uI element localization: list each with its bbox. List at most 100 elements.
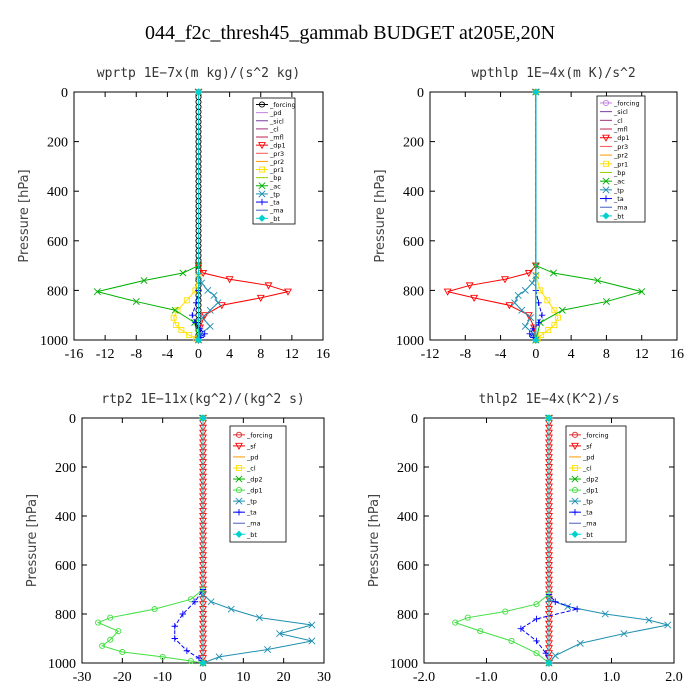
x-tick-label: -8	[130, 347, 142, 362]
legend-marker	[258, 182, 266, 190]
data-point-tp	[206, 306, 214, 314]
legend-label: _dp2	[582, 476, 599, 484]
data-point-tp	[521, 322, 529, 330]
y-tick-label: 600	[47, 235, 68, 250]
x-tick-label: 8	[257, 347, 264, 362]
y-tick-label: 0	[69, 412, 76, 427]
legend-marker	[236, 465, 242, 471]
data-point-ac	[140, 276, 148, 284]
data-point-dp1	[107, 614, 114, 621]
legend-label: _cl	[246, 464, 256, 472]
data-point-ta	[195, 654, 203, 662]
legend: _forcing_pd_sicl_cl_mfl_dp1_pr3_pr2_pr1_…	[252, 97, 296, 225]
legend-label: _pd	[582, 453, 595, 461]
data-point-bt	[545, 414, 553, 422]
legend-label: _ta	[269, 199, 280, 207]
y-tick-label: 400	[397, 510, 418, 525]
data-point-pr1	[178, 327, 185, 334]
data-point-bt	[532, 336, 540, 344]
data-point-tp	[518, 306, 526, 314]
data-point-dp1	[95, 619, 102, 626]
data-point-tp	[214, 299, 222, 307]
data-point-tp	[308, 621, 316, 629]
data-point-dp1	[199, 270, 208, 278]
data-point-pr1	[551, 322, 558, 329]
data-point-dp1	[99, 642, 106, 649]
x-tick-label: 16	[670, 347, 684, 362]
data-point-ta	[535, 319, 542, 326]
legend-label: _mfl	[613, 126, 628, 134]
x-tick-label: -1.0	[475, 670, 497, 685]
data-point-dp1	[115, 628, 122, 635]
legend-label: _tp	[613, 186, 624, 194]
data-point-ac	[93, 288, 101, 296]
data-point-tp	[206, 322, 214, 330]
series-group	[93, 88, 292, 345]
chart-title: wpthlp 1E−4x(m K)/s^2	[471, 66, 635, 81]
data-point-dp1	[187, 657, 194, 665]
legend-label: _bp	[269, 174, 282, 182]
data-point-tp	[511, 299, 519, 307]
x-tick-label: 2.0	[665, 670, 683, 685]
x-tick-label: 16	[316, 347, 330, 362]
legend-marker	[235, 475, 243, 483]
data-point-dp1	[501, 276, 509, 284]
data-point-ac	[558, 306, 566, 314]
data-point-tp	[620, 630, 628, 638]
data-point-tp	[514, 291, 522, 299]
plot-frame	[429, 91, 678, 341]
y-tick-label: 200	[403, 136, 424, 151]
data-point-ta	[183, 647, 191, 654]
legend: _forcing _sf _pd _cl _dp2 _dp1 _tp _ta _ma _bt	[229, 425, 287, 543]
data-point-dp1	[464, 614, 471, 621]
x-tick-label: 4	[226, 347, 233, 362]
data-point-tp	[276, 630, 284, 638]
data-point-tp	[664, 621, 672, 629]
y-tick-label: 800	[403, 284, 424, 299]
legend-label: _sicl	[613, 108, 628, 116]
y-axis-label: Pressure [hPa]	[367, 494, 382, 587]
legend-label: _pr2	[269, 158, 284, 166]
chart-panel-4: thlp2 1E−4x(K^2)/s Pressure [hPa] 0 200 400 6…	[367, 392, 683, 685]
legend-marker	[602, 212, 610, 220]
legend-marker	[571, 508, 579, 516]
legend-label: _forcing	[246, 431, 273, 439]
data-point-ta	[533, 615, 540, 623]
legend-marker	[602, 134, 610, 142]
legend-label: _dp1	[613, 134, 630, 142]
data-point-ta	[171, 623, 178, 630]
data-point-dp1	[533, 650, 540, 657]
legend-label: _cl	[613, 117, 623, 125]
legend-box	[229, 425, 287, 543]
data-point-bt	[532, 88, 540, 96]
series-group	[452, 414, 672, 668]
data-point-tp	[207, 598, 215, 606]
legend-marker	[258, 101, 266, 108]
legend-marker	[602, 195, 610, 202]
y-tick-label: 600	[55, 559, 76, 574]
data-point-dp1	[452, 619, 459, 626]
data-point-ac	[171, 306, 179, 314]
legend-marker	[258, 198, 266, 206]
legend-marker	[235, 508, 243, 516]
data-point-pr1	[538, 332, 545, 338]
legend-marker	[258, 214, 266, 222]
data-point-ta	[191, 598, 199, 605]
legend-label: _dp1	[582, 487, 599, 495]
x-tick-label: 10	[236, 670, 250, 685]
x-tick-label: -10	[153, 670, 172, 685]
data-point-tp	[264, 646, 272, 654]
legend-label: _forcing	[269, 101, 296, 109]
legend-marker	[235, 442, 243, 451]
legend-marker	[235, 530, 243, 538]
y-tick-label: 800	[55, 608, 76, 623]
x-tick-label: -16	[65, 347, 84, 362]
data-point-dp1	[225, 276, 234, 284]
data-point-tp	[521, 286, 529, 294]
legend-label: _pr1	[613, 160, 628, 168]
legend-marker	[258, 142, 266, 150]
data-point-pr1	[172, 322, 179, 329]
legend-label: _bt	[613, 212, 624, 220]
legend-box	[565, 425, 627, 543]
legend-label: _sf	[246, 442, 257, 450]
